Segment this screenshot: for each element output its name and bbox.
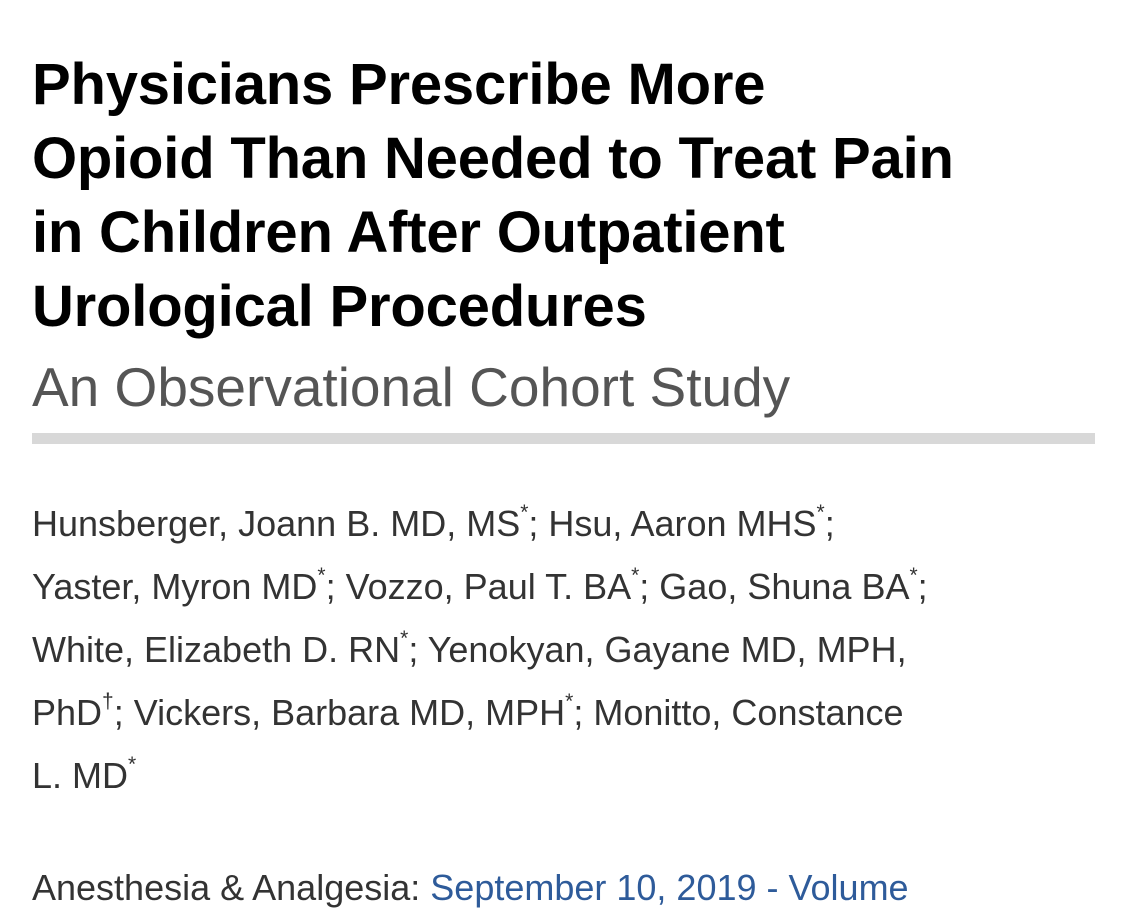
author-text: Yaster, Myron MD [32,566,318,607]
author-line: PhD†; Vickers, Barbara MD, MPH*; Monitto… [32,681,1112,744]
author-text: Hunsberger, Joann B. MD, MS [32,503,521,544]
author-text: ; Yenokyan, Gayane MD, MPH, [408,629,907,670]
issue-date-link[interactable]: September 10, 2019 - Volume [430,867,909,908]
author-line: Yaster, Myron MD*; Vozzo, Paul T. BA*; G… [32,555,1112,618]
affiliation-marker: * [565,690,574,713]
affiliation-marker: * [128,753,137,776]
author-text: L. MD [32,755,129,796]
author-line: White, Elizabeth D. RN*; Yenokyan, Gayan… [32,618,1112,681]
affiliation-marker: * [400,627,409,650]
author-text: ; [917,566,928,607]
section-divider [32,433,1095,444]
affiliation-marker: * [816,501,825,524]
article-title-line: Urological Procedures [32,274,647,339]
author-text: PhD [32,692,103,733]
article-title-line: Opioid Than Needed to Treat Pain [32,126,954,191]
affiliation-marker: † [102,690,114,713]
affiliation-marker: * [317,564,326,587]
author-text: ; Gao, Shuna BA [639,566,910,607]
author-text: ; Vozzo, Paul T. BA [325,566,632,607]
author-text: ; Monitto, Constance [573,692,904,733]
article-subtitle: An Observational Cohort Study [32,356,791,418]
author-line: L. MD* [32,744,1112,807]
author-text: ; [824,503,835,544]
article-title: Physicians Prescribe More Opioid Than Ne… [32,48,1102,344]
author-text: ; Vickers, Barbara MD, MPH [113,692,566,733]
journal-name: Anesthesia & Analgesia: [32,867,421,908]
affiliation-marker: * [909,564,918,587]
affiliation-marker: * [631,564,640,587]
article-title-line: Physicians Prescribe More [32,52,766,117]
author-list: Hunsberger, Joann B. MD, MS*; Hsu, Aaron… [32,492,1112,807]
author-line: Hunsberger, Joann B. MD, MS*; Hsu, Aaron… [32,492,1112,555]
journal-citation: Anesthesia & Analgesia: September 10, 20… [32,862,909,912]
author-text: White, Elizabeth D. RN [32,629,401,670]
affiliation-marker: * [520,501,529,524]
article-title-line: in Children After Outpatient [32,200,785,265]
author-text: ; Hsu, Aaron MHS [528,503,817,544]
